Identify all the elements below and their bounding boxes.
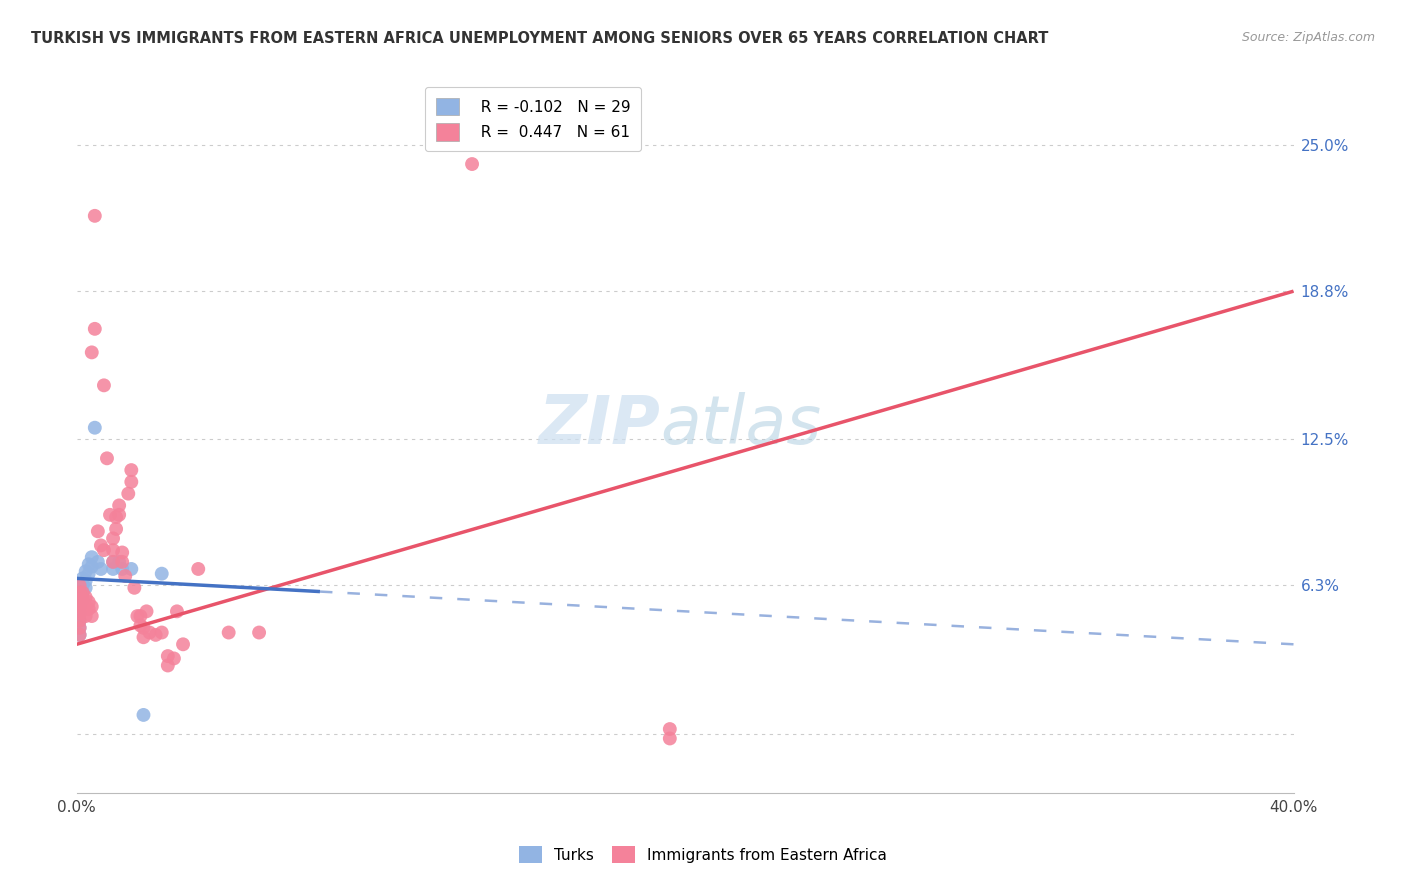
Point: [83, 209, 105, 223]
Point: [127, 609, 149, 624]
Point: [77, 558, 100, 572]
Point: [105, 510, 128, 524]
Point: [90, 538, 112, 552]
Point: [80, 609, 103, 624]
Point: [77, 602, 100, 616]
Point: [156, 649, 179, 664]
Point: [69, 578, 91, 592]
Point: [108, 555, 131, 569]
Point: [72, 578, 94, 592]
Point: [124, 581, 146, 595]
Point: [72, 571, 94, 585]
Point: [77, 595, 100, 609]
Point: [658, 731, 681, 746]
Y-axis label: Unemployment Among Seniors over 65 years: Unemployment Among Seniors over 65 years: [0, 273, 7, 607]
Point: [101, 532, 124, 546]
Point: [101, 555, 124, 569]
Point: [120, 475, 142, 489]
Point: [111, 555, 134, 569]
Point: [72, 585, 94, 599]
Point: [105, 522, 128, 536]
Text: ZIP: ZIP: [538, 392, 661, 458]
Point: [132, 621, 155, 635]
Point: [69, 599, 91, 614]
Point: [80, 559, 103, 574]
Point: [172, 637, 194, 651]
Point: [150, 566, 173, 581]
Point: [101, 562, 124, 576]
Point: [93, 543, 115, 558]
Point: [75, 574, 97, 588]
Point: [75, 599, 97, 614]
Point: [69, 621, 91, 635]
Point: [77, 566, 100, 581]
Point: [69, 628, 91, 642]
Text: atlas: atlas: [661, 392, 823, 458]
Point: [72, 602, 94, 616]
Point: [129, 609, 152, 624]
Point: [93, 378, 115, 392]
Point: [69, 607, 91, 621]
Point: [69, 592, 91, 607]
Point: [72, 585, 94, 599]
Point: [156, 658, 179, 673]
Point: [132, 707, 155, 722]
Point: [83, 322, 105, 336]
Point: [69, 628, 91, 642]
Text: TURKISH VS IMMIGRANTS FROM EASTERN AFRICA UNEMPLOYMENT AMONG SENIORS OVER 65 YEA: TURKISH VS IMMIGRANTS FROM EASTERN AFRIC…: [31, 31, 1049, 46]
Point: [135, 604, 157, 618]
Legend:   R = -0.102   N = 29,   R =  0.447   N = 61: R = -0.102 N = 29, R = 0.447 N = 61: [425, 87, 641, 152]
Point: [90, 562, 112, 576]
Point: [87, 524, 110, 539]
Point: [150, 625, 173, 640]
Point: [658, 722, 681, 736]
Text: Source: ZipAtlas.com: Source: ZipAtlas.com: [1241, 31, 1375, 45]
Point: [69, 592, 91, 607]
Point: [166, 604, 188, 618]
Point: [111, 562, 134, 576]
Point: [111, 545, 134, 559]
Point: [114, 569, 136, 583]
Point: [69, 607, 91, 621]
Point: [120, 562, 142, 576]
Point: [80, 345, 103, 359]
Point: [187, 562, 209, 576]
Point: [75, 609, 97, 624]
Point: [218, 625, 240, 640]
Point: [96, 451, 118, 466]
Point: [120, 463, 142, 477]
Point: [69, 585, 91, 599]
Point: [69, 614, 91, 628]
Point: [101, 543, 124, 558]
Point: [145, 628, 167, 642]
Point: [87, 555, 110, 569]
Point: [163, 651, 186, 665]
Point: [129, 618, 152, 632]
Point: [69, 585, 91, 599]
Point: [72, 592, 94, 607]
Point: [117, 486, 139, 500]
Point: [80, 599, 103, 614]
Point: [132, 630, 155, 644]
Point: [80, 550, 103, 565]
Point: [69, 578, 91, 592]
Point: [98, 508, 121, 522]
Point: [69, 621, 91, 635]
Point: [247, 625, 270, 640]
Point: [75, 591, 97, 605]
Point: [75, 564, 97, 578]
Point: [108, 499, 131, 513]
Point: [461, 157, 484, 171]
Point: [101, 555, 124, 569]
Point: [83, 421, 105, 435]
Point: [72, 592, 94, 607]
Point: [69, 599, 91, 614]
Legend: Turks, Immigrants from Eastern Africa: Turks, Immigrants from Eastern Africa: [512, 838, 894, 871]
Point: [69, 614, 91, 628]
Point: [75, 581, 97, 595]
Point: [108, 508, 131, 522]
Point: [138, 625, 160, 640]
